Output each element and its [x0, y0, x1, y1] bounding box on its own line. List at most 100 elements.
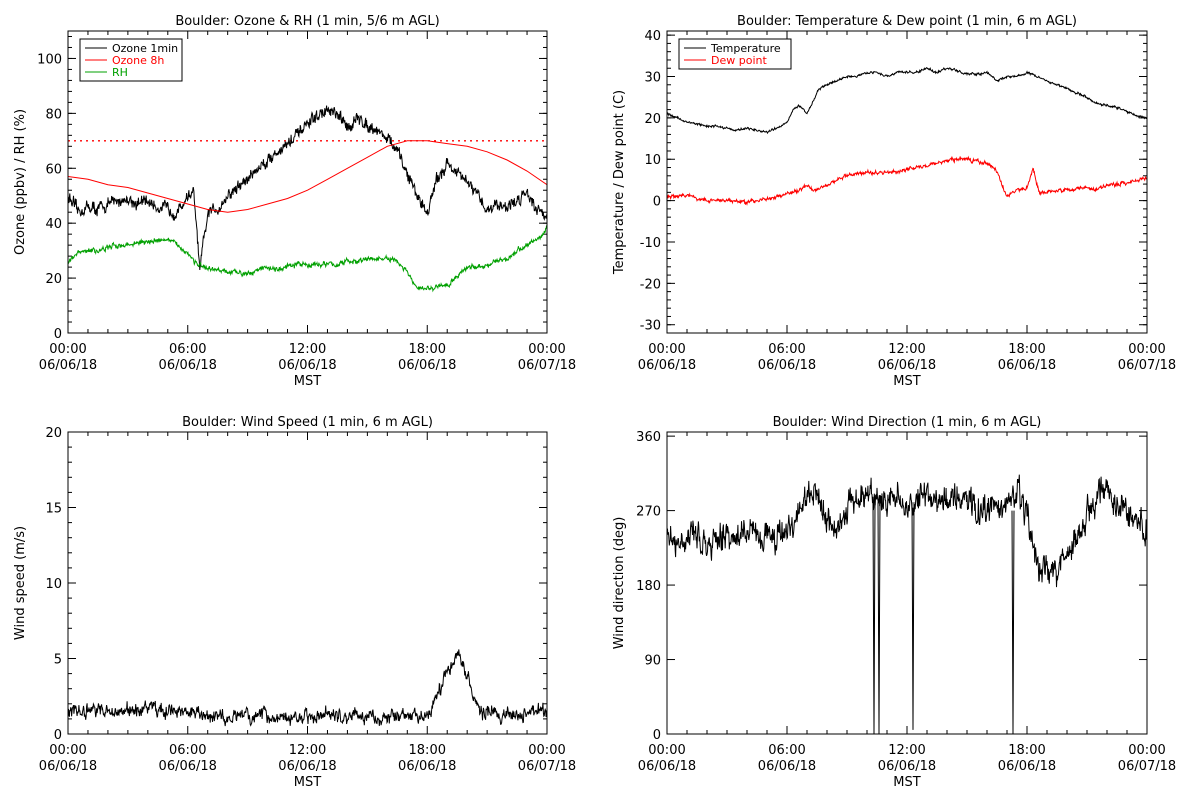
chart-title: Boulder: Ozone & RH (1 min, 5/6 m AGL) [175, 14, 439, 29]
x-tick-label-time: 18:00 [1008, 743, 1045, 758]
y-axis-label: Wind speed (m/s) [13, 526, 28, 640]
y-tick-label: 20 [45, 426, 62, 441]
series-line-2 [68, 140, 547, 213]
y-tick-label: -20 [640, 277, 661, 292]
legend-label: RH [112, 66, 128, 79]
x-tick-label-date: 06/06/18 [878, 759, 936, 774]
y-tick-label: -30 [640, 319, 661, 334]
x-tick-label-time: 06:00 [768, 342, 805, 357]
x-tick-label-time: 12:00 [289, 743, 326, 758]
x-axis-label: MST [294, 775, 321, 790]
legend-label: Dew point [711, 54, 767, 67]
y-tick-label: 60 [45, 162, 62, 177]
x-tick-label-date: 06/06/18 [878, 358, 936, 373]
y-tick-label: -10 [640, 236, 661, 251]
x-tick-label-date: 06/06/18 [398, 358, 456, 373]
chart-2: Boulder: Temperature & Dew point (1 min,… [612, 14, 1176, 389]
y-tick-label: 10 [644, 153, 661, 168]
x-tick-label-time: 00:00 [49, 342, 86, 357]
x-tick-label-time: 18:00 [1008, 342, 1045, 357]
y-tick-label: 0 [653, 728, 661, 743]
x-tick-label-date: 06/06/18 [758, 358, 816, 373]
x-tick-label-date: 06/06/18 [998, 358, 1056, 373]
x-tick-label-date: 06/07/18 [518, 358, 576, 373]
x-tick-label-time: 12:00 [289, 342, 326, 357]
x-tick-label-date: 06/06/18 [758, 759, 816, 774]
x-axis-label: MST [893, 775, 920, 790]
x-tick-label-time: 00:00 [49, 743, 86, 758]
plot-frame [67, 30, 548, 334]
x-tick-label-time: 06:00 [169, 342, 206, 357]
x-tick-label-date: 06/06/18 [278, 759, 336, 774]
y-tick-label: 360 [636, 430, 661, 445]
x-tick-label-time: 00:00 [1128, 743, 1165, 758]
y-tick-label: 20 [45, 272, 62, 287]
y-axis-label: Wind direction (deg) [612, 517, 627, 650]
x-tick-label-date: 06/06/18 [638, 358, 696, 373]
y-tick-label: 10 [45, 577, 62, 592]
chart-title: Boulder: Temperature & Dew point (1 min,… [737, 14, 1077, 29]
y-tick-label: 100 [37, 52, 62, 67]
x-tick-label-date: 06/07/18 [518, 759, 576, 774]
y-tick-label: 15 [45, 502, 62, 517]
plot-frame [67, 431, 548, 735]
x-tick-label-date: 06/06/18 [39, 759, 97, 774]
x-tick-label-time: 00:00 [528, 342, 565, 357]
x-tick-label-date: 06/06/18 [159, 759, 217, 774]
x-tick-label-date: 06/06/18 [998, 759, 1056, 774]
series-line-3 [68, 225, 547, 293]
series-line-1 [667, 67, 1147, 135]
y-tick-label: 40 [45, 217, 62, 232]
x-tick-label-date: 06/07/18 [1118, 759, 1176, 774]
x-tick-label-date: 06/06/18 [638, 759, 696, 774]
series-line-2 [667, 155, 1147, 206]
y-axis-label: Temperature / Dew point (C) [612, 90, 627, 275]
x-tick-label-time: 12:00 [888, 743, 925, 758]
y-tick-label: 90 [644, 654, 661, 669]
y-tick-label: 0 [54, 327, 62, 342]
chart-4: Boulder: Wind Direction (1 min, 6 m AGL)… [612, 415, 1176, 790]
x-tick-label-time: 06:00 [768, 743, 805, 758]
x-tick-label-time: 18:00 [409, 342, 446, 357]
chart-3: Boulder: Wind Speed (1 min, 6 m AGL) Wind… [13, 415, 576, 790]
series-line-1 [68, 105, 547, 271]
x-tick-label-time: 18:00 [409, 743, 446, 758]
x-tick-label-time: 00:00 [528, 743, 565, 758]
series-line-4 [911, 502, 915, 730]
series-line-2 [872, 502, 876, 734]
plot-frame [666, 30, 1148, 334]
y-tick-label: 5 [54, 653, 62, 668]
y-axis-label: Ozone (ppbv) / RH (%) [13, 109, 28, 255]
x-tick-label-date: 06/06/18 [398, 759, 456, 774]
legend-label: Ozone 1min [112, 42, 178, 55]
y-tick-label: 30 [644, 71, 661, 86]
series-line-1 [667, 474, 1147, 588]
series-line-3 [877, 502, 881, 734]
chart-title: Boulder: Wind Direction (1 min, 6 m AGL) [773, 415, 1042, 430]
chart-title: Boulder: Wind Speed (1 min, 6 m AGL) [182, 415, 433, 430]
chart-1: Boulder: Ozone & RH (1 min, 5/6 m AGL) Oz… [13, 14, 576, 389]
y-tick-label: 40 [644, 29, 661, 44]
plot-frame [666, 431, 1148, 735]
y-tick-label: 0 [54, 728, 62, 743]
series-line-1 [68, 649, 547, 727]
x-tick-label-date: 06/07/18 [1118, 358, 1176, 373]
y-tick-label: 20 [644, 112, 661, 127]
x-tick-label-date: 06/06/18 [159, 358, 217, 373]
x-axis-label: MST [893, 374, 920, 389]
x-tick-label-time: 00:00 [648, 743, 685, 758]
x-axis-label: MST [294, 374, 321, 389]
x-tick-label-date: 06/06/18 [39, 358, 97, 373]
y-tick-label: 180 [636, 579, 661, 594]
x-tick-label-time: 12:00 [888, 342, 925, 357]
x-tick-label-date: 06/06/18 [278, 358, 336, 373]
series-line-5 [1011, 510, 1015, 734]
y-tick-label: 0 [653, 195, 661, 210]
x-tick-label-time: 00:00 [1128, 342, 1165, 357]
y-tick-label: 80 [45, 107, 62, 122]
legend-label: Temperature [710, 42, 781, 55]
x-tick-label-time: 06:00 [169, 743, 206, 758]
legend-label: Ozone 8h [112, 54, 164, 67]
y-tick-label: 270 [636, 505, 661, 520]
